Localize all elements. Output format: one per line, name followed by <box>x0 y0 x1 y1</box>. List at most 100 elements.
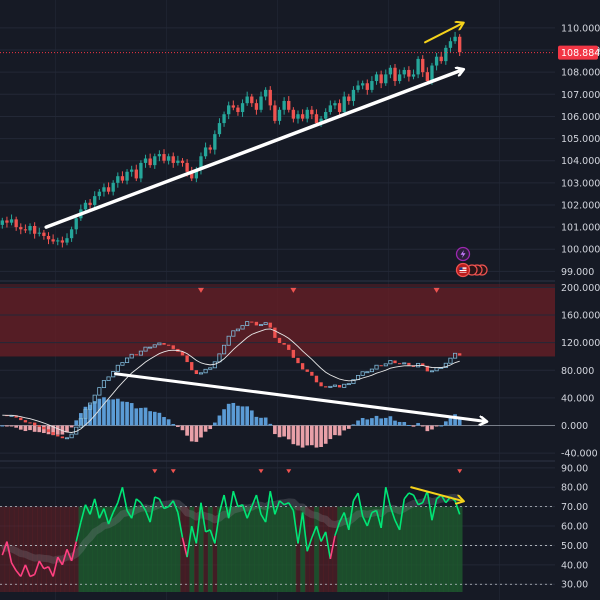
rsi-line-segment <box>246 506 253 519</box>
macd-segment <box>250 321 254 323</box>
rsi-line-segment <box>251 494 258 507</box>
macd-segment <box>134 354 138 356</box>
price-axis[interactable]: 99.000 100.000 101.000 102.000 103.000 104.00… <box>555 0 600 600</box>
macd-segment <box>397 363 402 365</box>
macd-segment <box>296 357 300 364</box>
macd-segment <box>258 324 264 326</box>
macd-segment <box>120 362 125 366</box>
macd-segment <box>277 337 282 343</box>
price-panel[interactable] <box>0 0 555 600</box>
rsi-line-segment <box>200 502 207 532</box>
rsi-line-segment <box>227 490 235 519</box>
rsi-zone-fill <box>364 506 371 592</box>
macd-segment <box>324 386 328 388</box>
price-tick-label: 99.000 <box>561 267 594 278</box>
histogram-bar <box>189 425 194 442</box>
us-flag-events-icon[interactable] <box>455 262 488 278</box>
histogram-bar <box>65 425 69 433</box>
rsi-signal-marker <box>170 469 176 474</box>
macd-segment <box>337 385 342 388</box>
macd-line-bars <box>5 321 462 440</box>
lightning-icon[interactable] <box>455 246 471 262</box>
rsi-zone-fill <box>438 506 445 592</box>
macd-segment <box>231 330 236 337</box>
candle-body <box>42 232 46 236</box>
macd-segment <box>152 344 157 348</box>
rsi-line-segment <box>301 512 309 552</box>
rsi-zone-fill <box>18 506 24 592</box>
macd-segment <box>97 387 102 396</box>
rsi-zone-fill <box>383 506 389 592</box>
histogram-bar <box>314 425 319 448</box>
candle-body <box>83 202 88 210</box>
rsi-yellow-arrow <box>410 486 462 501</box>
rsi-line-segment <box>158 498 165 509</box>
price-tick-label: 106.000 <box>561 112 600 123</box>
macd-panel[interactable] <box>0 284 555 462</box>
candle-body <box>245 96 249 104</box>
rsi-line-segment <box>348 500 355 531</box>
macd-segment <box>42 426 46 430</box>
rsi-zone-fill <box>244 506 250 592</box>
rsi-line-segment <box>274 500 281 515</box>
macd-segment <box>28 422 32 424</box>
macd-segment <box>369 368 374 373</box>
candle-body <box>268 89 272 106</box>
histogram-bar <box>360 417 365 426</box>
macd-segment <box>198 372 204 375</box>
rsi-tick-label: 60.00 <box>561 522 588 533</box>
rsi-zone-fill <box>73 506 80 592</box>
rsi-zone-fill <box>27 506 33 592</box>
rsi-zone-fill <box>133 506 140 592</box>
rsi-line-segment <box>371 509 377 514</box>
macd-segment <box>291 349 296 358</box>
rsi-line-segment <box>43 566 49 570</box>
rsi-zone-fill <box>323 506 329 592</box>
macd-segment <box>222 344 227 355</box>
rsi-line-segment <box>154 496 160 500</box>
histogram-bar <box>333 425 337 436</box>
rsi-line-segment <box>172 500 179 513</box>
macd-histogram <box>0 397 462 448</box>
rsi-zone-fill <box>406 506 412 592</box>
histogram-bar <box>236 405 240 426</box>
rsi-line-segment <box>149 496 156 523</box>
signal-line <box>2 328 460 433</box>
candle-body <box>277 109 282 121</box>
rsi-line-segment <box>75 521 82 542</box>
candle-body <box>402 69 406 75</box>
candle-body <box>319 118 323 124</box>
macd-segment <box>143 346 148 352</box>
rsi-zone-fill <box>55 506 61 592</box>
histogram-bar <box>453 414 457 426</box>
rsi-zone-fill <box>291 506 297 592</box>
candle-body <box>379 74 383 84</box>
histogram-bar <box>120 401 125 426</box>
rsi-zone-fill <box>300 506 306 592</box>
macd-segment <box>332 384 338 387</box>
macd-segment <box>268 322 272 328</box>
histogram-bar <box>162 417 166 426</box>
candle-body <box>56 240 60 242</box>
macd-segment <box>287 344 291 350</box>
histogram-bar <box>374 415 379 426</box>
rsi-zone-fill <box>60 506 66 592</box>
event-icons[interactable] <box>455 246 488 278</box>
rsi-panel[interactable] <box>0 467 555 592</box>
rsi-line-segment <box>61 549 68 566</box>
rsi-line-segment <box>29 573 35 578</box>
price-tick-label: 107.000 <box>561 90 600 101</box>
rsi-line-segment <box>297 512 304 544</box>
candle-body <box>250 96 254 104</box>
histogram-bar <box>111 399 116 426</box>
macd-segment <box>23 420 28 423</box>
rsi-zone-fill <box>346 506 352 592</box>
candle-body <box>51 239 55 242</box>
candle-body <box>240 103 245 113</box>
candle-body <box>263 89 268 97</box>
macd-segment <box>101 380 107 389</box>
histogram-bar <box>263 417 268 426</box>
macd-segment <box>51 432 55 435</box>
price-yellow-arrow <box>424 23 462 44</box>
